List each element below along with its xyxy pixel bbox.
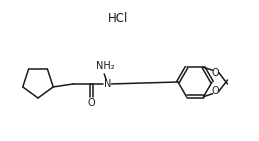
Text: O: O [212,68,219,78]
Text: O: O [87,98,95,108]
Text: N: N [104,79,111,89]
Text: O: O [212,86,219,96]
Text: HCl: HCl [108,12,128,25]
Text: NH₂: NH₂ [96,61,114,71]
